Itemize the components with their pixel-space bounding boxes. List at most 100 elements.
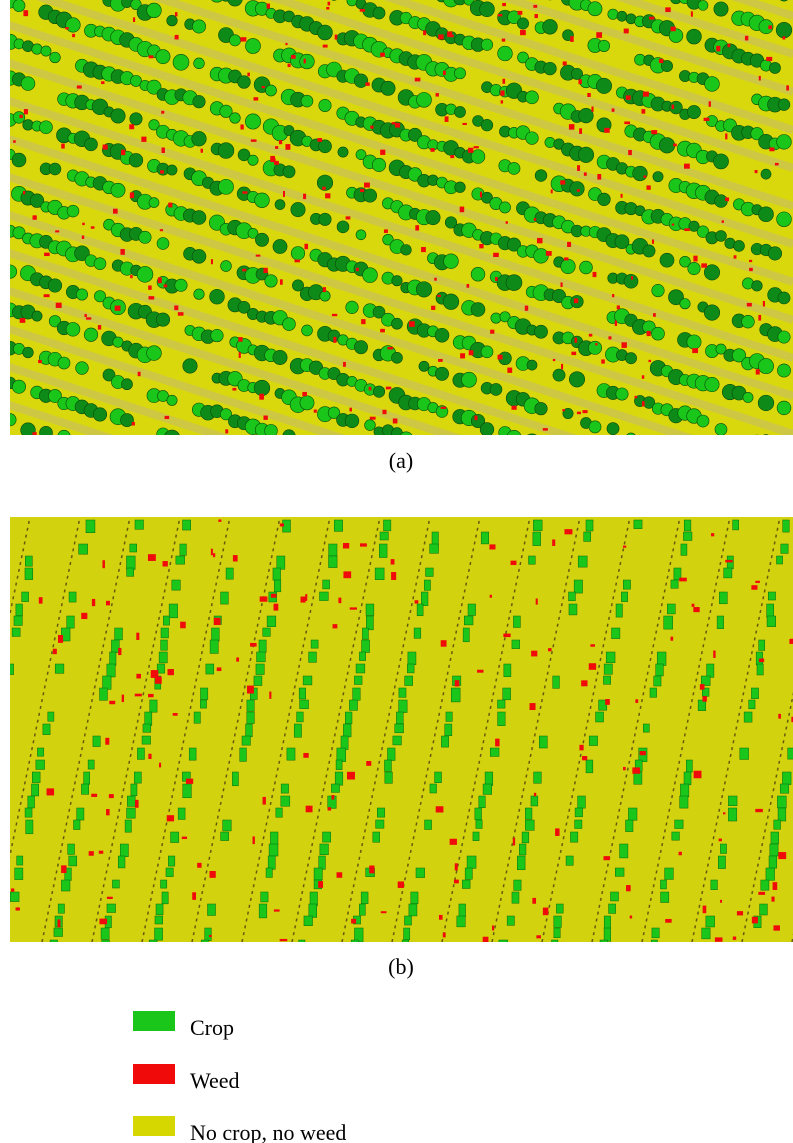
weed-patch: [148, 694, 154, 697]
weed-patch: [332, 314, 337, 316]
crop-plant: [589, 421, 601, 433]
crop-plant: [446, 712, 452, 721]
weed-patch: [631, 276, 633, 280]
weed-patch: [159, 763, 161, 768]
weed-patch: [507, 368, 512, 373]
weed-patch: [543, 908, 548, 916]
weed-patch: [148, 754, 151, 759]
crop-plant: [498, 712, 506, 726]
weed-patch: [755, 809, 763, 812]
crop-plant: [776, 556, 782, 564]
weed-patch: [182, 837, 187, 839]
crop-plant: [299, 940, 305, 949]
crop-plant: [617, 11, 627, 21]
crop-plant: [751, 688, 758, 699]
weed-patch: [756, 369, 760, 374]
weed-patch: [455, 863, 458, 870]
weed-patch: [672, 224, 674, 226]
weed-patch: [490, 330, 494, 334]
weed-patch: [409, 321, 415, 327]
crop-plant: [88, 760, 94, 769]
weed-patch: [709, 101, 711, 107]
crop-plant: [354, 341, 367, 354]
crop-plant: [578, 556, 587, 567]
crop-plant: [490, 748, 499, 756]
weed-patch: [61, 865, 66, 873]
weed-patch: [247, 73, 250, 77]
crop-plant: [68, 844, 75, 854]
weed-patch: [665, 919, 671, 923]
weed-patch: [109, 794, 114, 798]
crop-plant: [713, 154, 728, 169]
weed-patch: [306, 806, 313, 813]
weed-patch: [553, 359, 555, 361]
crop-plant: [257, 652, 266, 662]
crop-plant: [768, 247, 781, 260]
crop-plant: [270, 832, 278, 845]
crop-plant: [300, 54, 315, 69]
crop-plant: [782, 772, 791, 785]
weed-patch: [679, 852, 682, 855]
crop-plant: [102, 940, 110, 953]
crop-plant: [265, 85, 276, 96]
crop-plant: [172, 580, 181, 590]
crop-plant: [319, 856, 326, 869]
crop-plant: [329, 556, 338, 568]
weed-patch: [530, 703, 536, 710]
crop-plant: [392, 352, 403, 363]
weed-patch: [773, 882, 778, 890]
weed-patch: [302, 392, 307, 396]
crop-plant: [381, 81, 395, 95]
crop-plant: [221, 592, 229, 604]
weed-patch: [489, 544, 495, 549]
crop-plant: [320, 592, 329, 601]
crop-plant: [749, 700, 755, 709]
weed-patch: [474, 146, 479, 148]
crop-plant: [761, 169, 771, 179]
weed-patch: [240, 124, 243, 129]
weed-patch: [175, 35, 179, 39]
weed-patch: [492, 925, 494, 930]
crop-plant: [504, 664, 511, 677]
weed-patch: [267, 4, 270, 9]
crop-plant: [273, 568, 281, 580]
weed-patch: [130, 275, 132, 278]
weed-patch: [129, 124, 134, 129]
crop-plant: [334, 520, 342, 531]
weed-patch: [483, 937, 489, 945]
crop-plant: [14, 616, 22, 625]
crop-plant: [362, 628, 368, 639]
crop-plant: [425, 820, 432, 830]
weed-patch: [571, 352, 576, 355]
weed-patch: [713, 651, 715, 658]
weed-patch: [546, 251, 552, 256]
crop-plant: [733, 520, 739, 530]
weed-patch: [99, 919, 107, 925]
crop-plant: [533, 520, 542, 531]
crop-plant: [149, 940, 157, 950]
crop-plant: [300, 396, 314, 410]
weed-patch: [211, 259, 213, 264]
crop-plant: [756, 652, 763, 665]
crop-plant: [608, 9, 618, 19]
weed-patch: [349, 408, 351, 412]
weed-patch: [238, 337, 242, 342]
crop-plant: [435, 328, 449, 342]
crop-plant: [183, 784, 192, 798]
crop-plant: [473, 832, 479, 841]
weed-patch: [474, 416, 477, 421]
weed-patch: [693, 256, 697, 262]
weed-patch: [577, 165, 580, 171]
crop-plant: [142, 736, 150, 744]
crop-plant: [281, 796, 290, 806]
weed-patch: [783, 36, 786, 39]
crop-plant: [777, 135, 792, 150]
crop-plant: [129, 153, 143, 167]
crop-plant: [74, 820, 81, 830]
crop-plant: [588, 341, 601, 354]
figure: (a) (b) Crop Weed No crop, no weed: [0, 0, 793, 1143]
weed-patch: [164, 284, 168, 287]
crop-plant: [759, 207, 774, 222]
crop-plant: [111, 640, 119, 653]
crop-plant: [418, 435, 431, 448]
